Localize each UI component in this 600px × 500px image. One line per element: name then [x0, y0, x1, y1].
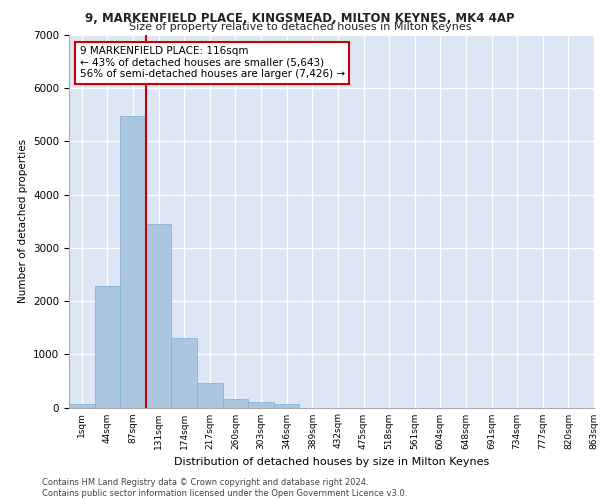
- X-axis label: Distribution of detached houses by size in Milton Keynes: Distribution of detached houses by size …: [174, 457, 489, 467]
- Bar: [95, 286, 120, 408]
- Y-axis label: Number of detached properties: Number of detached properties: [17, 139, 28, 304]
- Text: 9 MARKENFIELD PLACE: 116sqm
← 43% of detached houses are smaller (5,643)
56% of : 9 MARKENFIELD PLACE: 116sqm ← 43% of det…: [79, 46, 344, 80]
- Bar: [248, 402, 274, 407]
- Bar: [274, 404, 299, 407]
- Bar: [223, 399, 248, 407]
- Bar: [172, 338, 197, 407]
- Text: Size of property relative to detached houses in Milton Keynes: Size of property relative to detached ho…: [129, 22, 471, 32]
- Text: Contains HM Land Registry data © Crown copyright and database right 2024.
Contai: Contains HM Land Registry data © Crown c…: [42, 478, 407, 498]
- Bar: [120, 116, 146, 408]
- Text: 9, MARKENFIELD PLACE, KINGSMEAD, MILTON KEYNES, MK4 4AP: 9, MARKENFIELD PLACE, KINGSMEAD, MILTON …: [85, 12, 515, 26]
- Bar: [146, 224, 172, 408]
- Bar: [69, 404, 95, 407]
- Bar: [197, 383, 223, 407]
